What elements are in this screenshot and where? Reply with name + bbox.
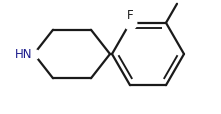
Text: HN: HN — [15, 48, 32, 61]
Text: F: F — [127, 9, 133, 22]
